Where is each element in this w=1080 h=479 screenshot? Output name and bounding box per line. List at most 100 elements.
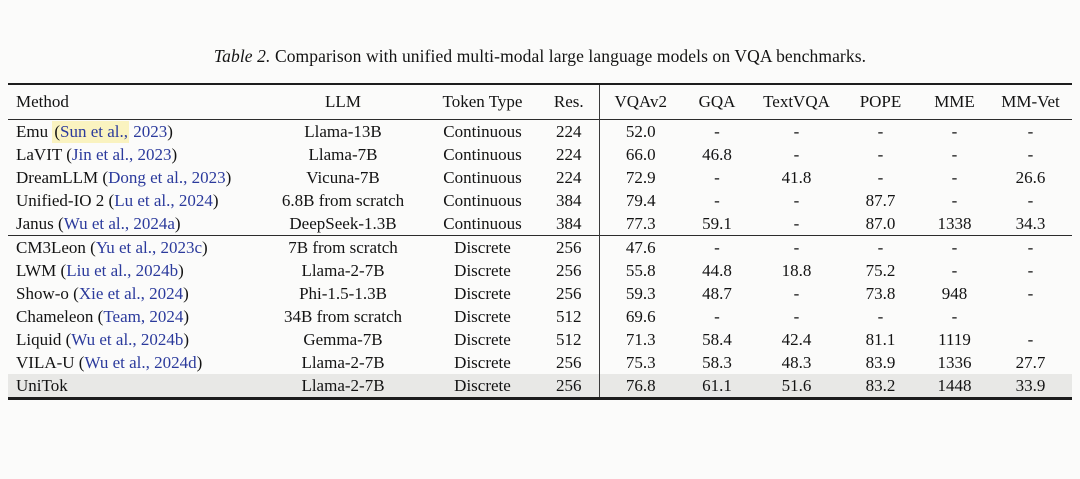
citation-link[interactable]: Liu et al., 2024b xyxy=(66,260,179,280)
column-header-mme: MME xyxy=(934,92,975,111)
resolution-cell: 224 xyxy=(556,144,582,164)
citation-link[interactable]: Wu et al., 2024b xyxy=(71,329,184,349)
mme-value-cell: - xyxy=(951,260,958,280)
citation-link[interactable]: Sun et al., xyxy=(60,121,129,141)
table-row-lwm: LWM (Liu et al., 2024b) Llama-2-7B Discret… xyxy=(8,259,1072,282)
mme-value-cell: - xyxy=(951,190,958,210)
citation-link[interactable]: Xie et al., 2024 xyxy=(78,283,184,303)
gqa-value-cell: - xyxy=(714,121,720,141)
resolution-cell: 256 xyxy=(556,283,582,303)
method-cell: Chameleon (Team, 2024) xyxy=(16,306,190,326)
method-cell: Unified-IO 2 (Lu et al., 2024) xyxy=(16,190,219,210)
pope-value-cell: 75.2 xyxy=(865,260,896,280)
token-type-cell: Continuous xyxy=(443,167,522,187)
pope-value-cell: 81.1 xyxy=(865,329,896,349)
mme-value-cell: 948 xyxy=(941,283,968,303)
textvqa-value-cell: 48.3 xyxy=(781,352,812,372)
method-cell: LWM (Liu et al., 2024b) xyxy=(16,260,184,280)
mmvet-value-cell: 27.7 xyxy=(1015,352,1046,372)
resolution-cell: 512 xyxy=(556,329,582,349)
mme-value-cell: - xyxy=(951,121,958,141)
mme-value-cell: - xyxy=(920,235,989,259)
mmvet-value-cell: - xyxy=(1027,144,1034,164)
token-type-cell: Discrete xyxy=(454,306,511,326)
gqa-value-cell: 58.4 xyxy=(702,329,732,349)
table-row-dreamllm: DreamLLM (Dong et al., 2023) Vicuna-7B Con… xyxy=(8,166,1072,189)
token-type-cell: Discrete xyxy=(454,329,511,349)
token-type-cell: Discrete xyxy=(454,260,511,280)
vqav2-value-cell: 71.3 xyxy=(598,328,682,351)
mme-value-cell: 1338 xyxy=(937,213,972,233)
token-type-cell: Continuous xyxy=(443,190,522,210)
gqa-value-cell: 46.8 xyxy=(702,144,732,164)
table-row-lavit: LaVIT (Jin et al., 2023) Llama-7B Continuo… xyxy=(8,143,1072,166)
mmvet-value-cell: - xyxy=(1027,329,1034,349)
citation-link[interactable]: Lu et al., 2024 xyxy=(114,190,213,210)
table-caption: Table 2. Comparison with unified multi-m… xyxy=(0,0,1080,67)
pope-value-cell: 87.7 xyxy=(865,190,896,210)
table-body: Emu (Sun et al., 2023) Llama-13B Continuou… xyxy=(8,119,1072,399)
column-header-textvqa: TextVQA xyxy=(763,92,830,111)
citation-link[interactable]: Dong et al., 2023 xyxy=(108,167,226,187)
header-row: Method LLM Token Type Res. VQAv2 GQA TextVQA PO… xyxy=(8,84,1072,120)
textvqa-value-cell: - xyxy=(793,306,800,326)
resolution-cell: 384 xyxy=(556,190,582,210)
mmvet-value-cell xyxy=(989,305,1072,328)
token-type-cell: Discrete xyxy=(454,283,511,303)
citation-link[interactable]: Wu et al., 2024d xyxy=(84,352,197,372)
vqav2-value-cell: 59.3 xyxy=(598,282,682,305)
token-type-cell: Discrete xyxy=(454,352,511,372)
resolution-cell: 256 xyxy=(556,260,582,280)
pope-value-cell: 87.0 xyxy=(865,213,896,233)
llm-cell: 7B from scratch xyxy=(260,235,426,259)
mmvet-value-cell: - xyxy=(989,235,1072,259)
mme-value-cell: - xyxy=(951,144,958,164)
method-cell: DreamLLM (Dong et al., 2023) xyxy=(16,167,232,187)
resolution-cell: 256 xyxy=(539,235,599,259)
llm-cell: 34B from scratch xyxy=(283,306,403,326)
table-row-unitok: UniTok Llama-2-7B Discrete 256 76.8 61.1 51.6 8… xyxy=(8,374,1072,399)
citation-link[interactable]: 2023 xyxy=(133,121,168,141)
method-cell: Emu (Sun et al., 2023) xyxy=(16,120,173,143)
table-caption-text: Comparison with unified multi-modal larg… xyxy=(274,46,867,66)
llm-cell: DeepSeek-1.3B xyxy=(289,213,397,233)
mme-value-cell: 1448 xyxy=(937,375,972,395)
mmvet-value-cell: - xyxy=(1027,260,1034,280)
textvqa-value-cell: - xyxy=(793,283,800,303)
llm-cell: Llama-2-7B xyxy=(301,352,385,372)
citation-link[interactable]: Yu et al., 2023c xyxy=(95,237,203,257)
table-row-unified-io-2: Unified-IO 2 (Lu et al., 2024) 6.8B from … xyxy=(8,189,1072,212)
mme-value-cell: 1119 xyxy=(938,329,971,349)
llm-cell: Llama-7B xyxy=(308,144,378,164)
table-row-liquid: Liquid (Wu et al., 2024b) Gemma-7B Discret… xyxy=(8,328,1072,351)
token-type-cell: Continuous xyxy=(443,121,522,141)
textvqa-value-cell: - xyxy=(752,235,841,259)
method-cell: VILA-U (Wu et al., 2024d) xyxy=(16,352,203,372)
resolution-cell: 256 xyxy=(556,375,582,395)
gqa-value-cell: - xyxy=(714,306,720,326)
method-cell: Janus (Wu et al., 2024a) xyxy=(16,213,181,233)
resolution-cell: 512 xyxy=(556,306,582,326)
gqa-value-cell: 61.1 xyxy=(702,375,732,395)
llm-cell: Phi-1.5-1.3B xyxy=(299,283,387,303)
llm-cell: Vicuna-7B xyxy=(306,167,380,187)
citation-link[interactable]: Team, 2024 xyxy=(103,306,184,326)
textvqa-value-cell: 42.4 xyxy=(781,329,812,349)
mmvet-value-cell: 26.6 xyxy=(1015,167,1046,187)
textvqa-value-cell: - xyxy=(793,213,800,233)
table-row-cm3leon: CM3Leon (Yu et al., 2023c) 7B from scratc… xyxy=(8,235,1072,259)
table-container: Method LLM Token Type Res. VQAv2 GQA TextVQA PO… xyxy=(8,83,1072,400)
results-table: Method LLM Token Type Res. VQAv2 GQA TextVQA PO… xyxy=(8,83,1072,400)
textvqa-value-cell: 41.8 xyxy=(781,167,812,187)
token-type-cell: Discrete xyxy=(454,375,511,395)
pope-value-cell: - xyxy=(877,144,884,164)
citation-link[interactable]: Wu et al., 2024a xyxy=(63,213,175,233)
pope-value-cell: 83.2 xyxy=(865,375,896,395)
mmvet-value-cell: - xyxy=(1027,283,1034,303)
method-cell: LaVIT (Jin et al., 2023) xyxy=(16,144,178,164)
vqav2-value-cell: 75.3 xyxy=(598,351,682,374)
method-cell: CM3Leon (Yu et al., 2023c) xyxy=(8,235,260,259)
mme-value-cell: - xyxy=(951,306,958,326)
citation-link[interactable]: Jin et al., 2023 xyxy=(71,144,172,164)
resolution-cell: 224 xyxy=(556,167,582,187)
